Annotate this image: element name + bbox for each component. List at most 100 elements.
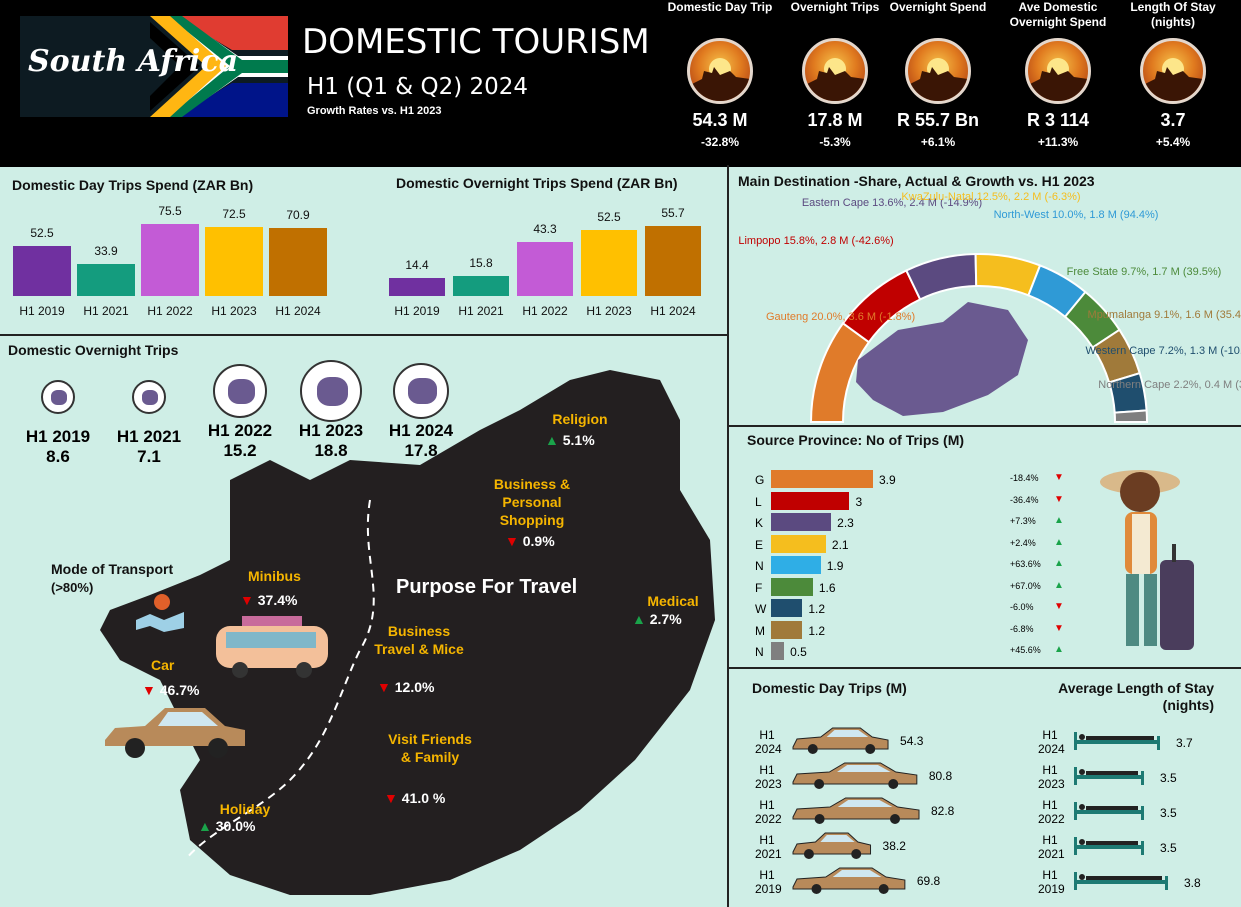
bar bbox=[771, 577, 813, 596]
sa-province-map bbox=[856, 302, 1028, 416]
purpose-label: Medical bbox=[647, 593, 699, 609]
destination-label: Eastern Cape 13.6%, 2.4 M (-14.9%) bbox=[802, 197, 982, 209]
overnight-trips-value: 17.8 bbox=[404, 441, 438, 460]
province-code: L bbox=[755, 494, 762, 509]
x-tick-label: H1 2022 bbox=[147, 304, 193, 318]
destination-title: Main Destination -Share, Actual & Growth… bbox=[738, 173, 1095, 189]
growth-label: -18.4% bbox=[1010, 473, 1039, 483]
overnight-trips-year: H1 2021 bbox=[116, 427, 182, 446]
sa-flag-icon bbox=[150, 16, 288, 117]
car-icon bbox=[105, 708, 245, 758]
overnight-trips-value: 7.1 bbox=[137, 447, 161, 466]
year-label: H1 2022 bbox=[1038, 798, 1065, 826]
up-arrow-icon: ▲ bbox=[1054, 644, 1064, 655]
kpi-value: 17.8 M bbox=[807, 110, 863, 130]
south-africa-logo: South Africa bbox=[20, 16, 288, 117]
divider bbox=[0, 165, 1241, 167]
overnight-spend-chart: 14.4 H1 2019 15.8 H1 2021 43.3 H1 2022 52.5 H1 … bbox=[380, 200, 720, 330]
overnight-trips-year: H1 2019 bbox=[25, 427, 91, 446]
province-map-icon bbox=[41, 380, 75, 414]
x-tick-label: H1 2022 bbox=[522, 304, 568, 318]
kpi-label: Overnight Trips bbox=[790, 0, 880, 14]
x-tick-label: H1 2019 bbox=[19, 304, 65, 318]
bar bbox=[389, 277, 445, 296]
overnight-trips-year: H1 2024 bbox=[388, 421, 454, 440]
length-of-stay-chart: H1 2024 3.7 H1 2023 3.5 H1 2022 3.5 H1 2021 bbox=[1030, 720, 1241, 907]
bar-value-label: 52.5 bbox=[30, 225, 54, 240]
bar-value-label: 3 bbox=[855, 494, 863, 509]
kpi-label: Overnight Spend bbox=[889, 0, 987, 14]
province-code: K bbox=[755, 516, 764, 530]
minibus-label: Minibus bbox=[248, 568, 301, 584]
kpi-growth: +11.3% bbox=[1037, 135, 1079, 149]
up-arrow-icon: ▲ bbox=[198, 818, 212, 834]
growth-label: -36.4% bbox=[1010, 494, 1039, 505]
car-bar-icon bbox=[792, 797, 920, 824]
bar-value-label: 2.1 bbox=[831, 537, 849, 552]
down-arrow-icon: ▼ bbox=[1054, 493, 1064, 505]
kpi-value: 54.3 M bbox=[692, 110, 748, 130]
sunset-safari-icon bbox=[1025, 38, 1091, 104]
bar bbox=[771, 534, 826, 553]
kpi-4: Length Of Stay (nights) 3.7 +5.4% bbox=[1113, 0, 1233, 149]
bar bbox=[771, 470, 873, 488]
x-tick-label: H1 2021 bbox=[458, 304, 504, 318]
year-label: H1 2023 bbox=[1038, 763, 1065, 791]
purpose-value: ▼ 12.0% bbox=[377, 679, 435, 695]
bar-value-label: 70.9 bbox=[286, 208, 310, 223]
destination-label: Northern Cape 2.2%, 0.4 M (33.1%) bbox=[1098, 379, 1241, 391]
province-map-icon bbox=[393, 363, 449, 419]
kpi-2: Overnight Spend R 55.7 Bn +6.1% bbox=[878, 0, 998, 149]
year-label: H1 2019 bbox=[1038, 868, 1065, 896]
bar bbox=[645, 226, 701, 296]
bar-value-label: 38.2 bbox=[882, 839, 906, 853]
bar-value-label: 3.8 bbox=[1184, 876, 1201, 890]
up-arrow-icon: ▲ bbox=[1054, 579, 1064, 591]
bar-value-label: 3.5 bbox=[1160, 806, 1177, 820]
purpose-value: ▼ 41.0 % bbox=[384, 790, 446, 806]
purpose-value: ▲ 5.1% bbox=[545, 432, 595, 448]
south-africa-map-silhouette bbox=[100, 370, 715, 895]
purpose-label: Visit Friends & Family bbox=[388, 731, 472, 765]
overnight-trips-table: H1 2019 8.6 H1 2021 7.1 H1 2022 15.2 H1 … bbox=[0, 360, 480, 475]
bed-bar-icon bbox=[1074, 767, 1144, 785]
x-tick-label: H1 2023 bbox=[586, 304, 632, 318]
down-arrow-icon: ▼ bbox=[1054, 601, 1064, 612]
bar bbox=[771, 642, 785, 660]
bed-bar-icon bbox=[1074, 802, 1144, 820]
map-pin-icon bbox=[136, 594, 184, 632]
destination-label: Mpumalanga 9.1%, 1.6 M (35.4%) bbox=[1088, 309, 1241, 321]
purpose-value: ▲ 2.7% bbox=[632, 611, 682, 627]
stay-title: Average Length of Stay (nights) bbox=[1058, 680, 1214, 713]
kpi-value: 3.7 bbox=[1160, 110, 1186, 130]
overnight-trips-value: 8.6 bbox=[46, 447, 70, 466]
province-code: N bbox=[755, 559, 764, 573]
kpi-3: Ave Domestic Overnight Spend R 3 114 +11… bbox=[998, 0, 1118, 149]
kpi-growth: -32.8% bbox=[700, 135, 740, 149]
bed-bar-icon bbox=[1074, 837, 1144, 855]
bar-value-label: 82.8 bbox=[931, 804, 955, 818]
bed-bar-icon bbox=[1074, 732, 1160, 750]
overnight-trips-title: Domestic Overnight Trips bbox=[8, 342, 179, 358]
bar bbox=[453, 276, 509, 296]
growth-label: +67.0% bbox=[1010, 580, 1041, 591]
transport-title: Mode of Transport bbox=[51, 561, 174, 577]
year-label: H1 2022 bbox=[755, 798, 782, 826]
divider bbox=[727, 425, 1241, 427]
kpi-growth: +6.1% bbox=[920, 135, 956, 149]
up-arrow-icon: ▲ bbox=[1054, 536, 1064, 548]
up-arrow-icon: ▲ bbox=[545, 432, 559, 448]
overnight-trips-value: 15.2 bbox=[223, 441, 257, 460]
source-title: Source Province: No of Trips (M) bbox=[747, 432, 965, 448]
bar bbox=[141, 224, 199, 296]
bar bbox=[581, 230, 637, 296]
bar bbox=[771, 491, 850, 510]
bar-value-label: 2.3 bbox=[837, 516, 854, 530]
purpose-label: Religion bbox=[552, 411, 608, 427]
sunset-safari-icon bbox=[1140, 38, 1206, 104]
bar bbox=[771, 513, 832, 531]
traveller-woman-illustration bbox=[1100, 470, 1194, 650]
car-bar-icon bbox=[792, 762, 918, 789]
year-label: H1 2023 bbox=[755, 763, 782, 791]
province-code: G bbox=[755, 473, 765, 487]
